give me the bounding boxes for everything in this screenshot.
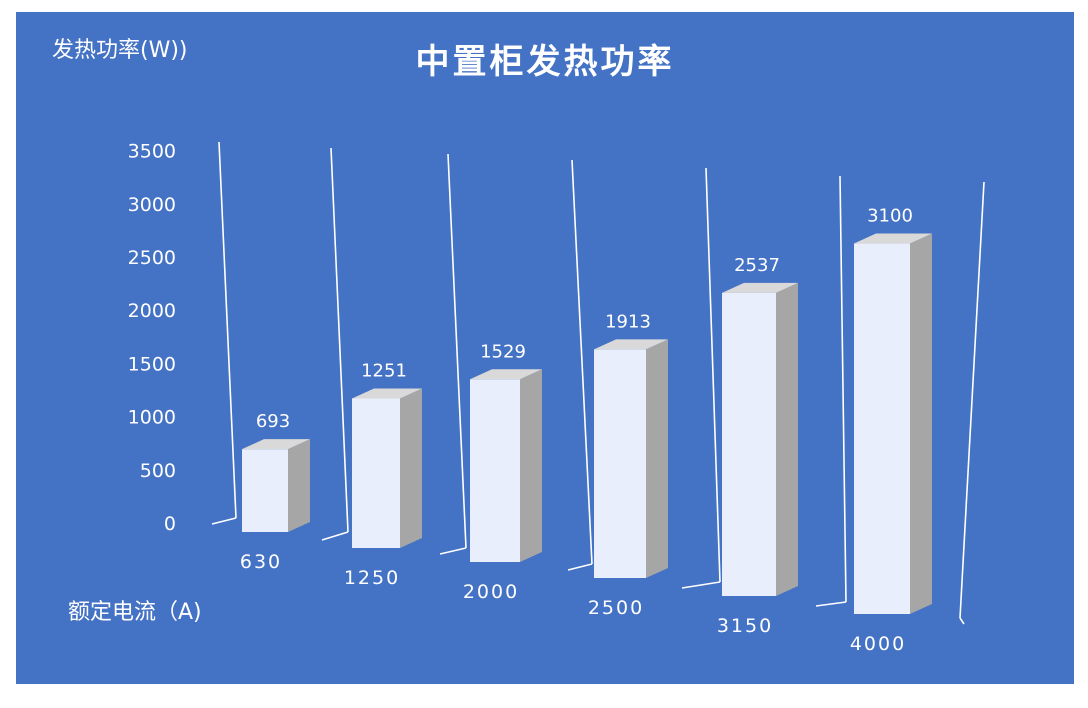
gridline-foot: [567, 563, 593, 571]
gridline-foot: [681, 581, 721, 589]
gridline: [839, 175, 847, 603]
x-axis-label: 额定电流（A): [68, 600, 202, 625]
label-layer: 693 630 1251 1250 1529 2000 1913 2500 2537 3150 31…: [240, 206, 913, 655]
chart-title: 中置柜发热功率: [415, 42, 675, 82]
gridline-foot: [439, 547, 467, 555]
data-label: 3100: [867, 206, 913, 227]
data-label: 1913: [605, 311, 651, 332]
data-label: 2537: [734, 255, 780, 276]
bar: [722, 292, 776, 596]
bar-side: [520, 369, 542, 562]
bar-layer: [242, 233, 932, 615]
bar-side: [776, 282, 798, 596]
y-tick-label: 3000: [128, 194, 176, 216]
gridline-foot: [211, 517, 237, 525]
y-axis-label: 发热功率(W)): [52, 38, 188, 63]
x-tick-label: 4000: [850, 633, 906, 655]
bar: [352, 398, 400, 548]
chart-panel: 0 500 1000 1500 2000 2500 3000 3500 693 630 1251 1…: [16, 12, 1074, 684]
y-tick-label: 1500: [128, 353, 176, 375]
y-tick-label: 2500: [128, 247, 176, 269]
x-tick-label: 3150: [717, 615, 773, 637]
bar-top: [352, 388, 422, 399]
y-tick-layer: 0 500 1000 1500 2000 2500 3000 3500: [128, 141, 176, 535]
gridline: [705, 167, 721, 583]
x-tick-label: 2500: [588, 597, 644, 619]
grid-layer: [211, 141, 985, 625]
y-tick-label: 0: [164, 513, 176, 535]
y-tick-label: 3500: [128, 141, 176, 163]
bar-top: [242, 439, 310, 450]
gridline-foot: [321, 531, 349, 541]
bar-top: [854, 233, 932, 244]
chart-svg: 0 500 1000 1500 2000 2500 3000 3500 693 630 1251 1…: [128, 141, 985, 655]
data-label: 1251: [361, 361, 407, 382]
gridline-foot: [959, 617, 965, 625]
y-tick-label: 1000: [128, 407, 176, 429]
bar: [470, 379, 520, 562]
gridline: [447, 153, 467, 549]
bar: [594, 349, 646, 578]
bar: [242, 449, 288, 532]
gridline-foot: [815, 601, 847, 607]
bar-side: [910, 233, 932, 615]
x-tick-label: 2000: [463, 581, 519, 603]
bar-side: [400, 388, 422, 548]
x-tick-label: 630: [240, 551, 282, 573]
bar-side: [288, 439, 310, 532]
gridline: [959, 181, 985, 619]
gridline: [218, 141, 237, 519]
bar-side: [646, 339, 668, 578]
bar-top: [722, 282, 798, 293]
y-tick-label: 2000: [128, 300, 176, 322]
bar: [854, 243, 910, 615]
bar-top: [594, 339, 668, 350]
gridline: [330, 147, 349, 533]
y-tick-label: 500: [140, 460, 176, 482]
x-tick-label: 1250: [344, 567, 400, 589]
data-label: 1529: [480, 341, 526, 362]
bar-top: [470, 369, 542, 380]
gridline: [571, 159, 593, 565]
data-label: 693: [256, 411, 290, 432]
